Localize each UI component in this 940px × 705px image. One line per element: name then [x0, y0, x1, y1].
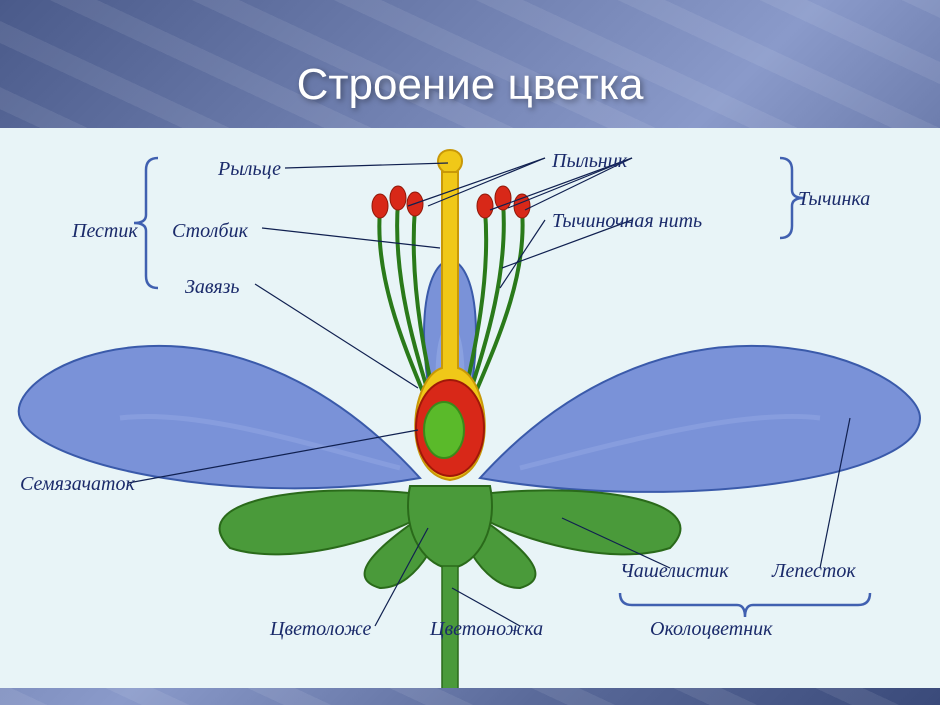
bracket	[620, 593, 870, 617]
label-stigma: Рыльце	[218, 158, 281, 181]
petal-right	[480, 346, 920, 492]
label-pedicel: Цветоножка	[430, 618, 543, 641]
label-receptacle: Цветоложе	[270, 618, 371, 641]
anther	[495, 186, 511, 210]
stigma	[438, 150, 462, 174]
anther	[514, 194, 530, 218]
page-title: Строение цветка	[0, 60, 940, 110]
anther	[372, 194, 388, 218]
label-stamen: Тычинка	[798, 188, 870, 211]
label-filament: Тычиночная нить	[552, 210, 702, 233]
flower-diagram: Рыльце Столбик Завязь Пестик Семязачаток Пыль…	[0, 128, 940, 688]
label-petal: Лепесток	[772, 560, 856, 583]
petal-left	[19, 346, 420, 488]
anther	[477, 194, 493, 218]
label-perianth: Околоцветник	[650, 618, 773, 641]
label-pistil: Пестик	[72, 220, 138, 243]
leader-line	[285, 163, 448, 168]
anther	[390, 186, 406, 210]
label-ovule: Семязачаток	[20, 473, 135, 496]
ovule	[424, 402, 464, 458]
label-ovary: Завязь	[185, 276, 240, 299]
label-anther: Пыльник	[552, 150, 627, 173]
label-sepal: Чашелистик	[620, 560, 729, 583]
label-style: Столбик	[172, 220, 248, 243]
